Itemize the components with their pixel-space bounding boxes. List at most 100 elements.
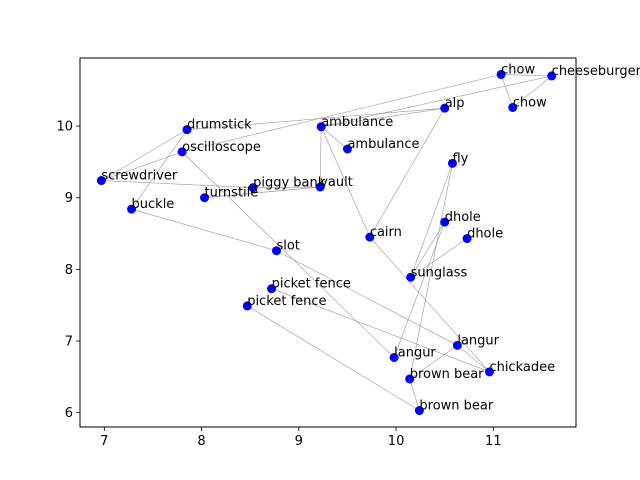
data-point <box>414 406 424 416</box>
point-label: langur <box>394 345 436 360</box>
point-label: brown bear <box>410 367 484 382</box>
data-point <box>96 176 106 186</box>
edge-line <box>500 74 514 108</box>
point-label: drumstick <box>187 118 252 133</box>
data-point <box>496 69 506 79</box>
edge-line <box>101 180 254 188</box>
edge-line <box>101 151 183 181</box>
edge-line <box>182 74 502 153</box>
edge-line <box>369 236 490 373</box>
x-tick-label: 10 <box>388 434 405 449</box>
point-label: dhole <box>467 227 503 242</box>
edge-line <box>457 345 490 373</box>
point-label: cheeseburger <box>552 64 640 79</box>
edge-line <box>276 250 458 346</box>
x-tick-label: 8 <box>197 434 205 449</box>
point-label: screwdriver <box>101 169 178 184</box>
data-point <box>127 204 137 214</box>
edge-line <box>204 186 321 199</box>
edge-line <box>321 107 445 128</box>
point-label: buckle <box>132 197 175 212</box>
point-label: chow <box>501 62 535 77</box>
point-label: picket fence <box>272 277 351 292</box>
point-label: picket fence <box>247 294 326 309</box>
point-label: chickadee <box>489 360 555 375</box>
label-layer: chow cheeseburger chow alp drumstick ambulanc… <box>101 62 640 413</box>
x-tick-label: 9 <box>295 434 303 449</box>
y-tick-label: 10 <box>56 120 73 135</box>
data-point <box>271 246 281 256</box>
data-point <box>177 147 187 157</box>
axes-frame <box>79 57 577 428</box>
point-label: langur <box>457 333 499 348</box>
data-point <box>267 284 277 294</box>
edge-line <box>271 288 490 373</box>
point-label: oscilloscope <box>182 140 261 155</box>
point-label: turnstile <box>204 186 258 201</box>
y-tick-label: 7 <box>65 335 73 350</box>
edge-line <box>131 129 188 210</box>
data-point <box>452 340 462 350</box>
point-label: brown bear <box>419 399 493 414</box>
point-label: vault <box>320 175 353 190</box>
edge-line <box>247 305 420 411</box>
point-label: chow <box>513 95 547 110</box>
data-point <box>440 103 450 113</box>
data-point <box>182 125 192 135</box>
data-point <box>440 217 450 227</box>
edge-line <box>410 163 453 278</box>
edge-line <box>186 107 445 130</box>
x-tick-label: 11 <box>485 434 502 449</box>
y-tick-label: 6 <box>65 406 73 421</box>
data-point <box>199 193 209 203</box>
data-point <box>389 352 399 362</box>
edge-line <box>393 221 445 358</box>
edge-layer <box>101 74 552 411</box>
edge-line <box>101 129 188 181</box>
point-label: piggy bank <box>253 176 326 191</box>
edge-line <box>319 126 322 187</box>
data-point <box>447 158 457 168</box>
point-label: sunglass <box>411 265 468 280</box>
data-point <box>484 367 494 377</box>
point-label: slot <box>276 239 299 254</box>
y-tick-label: 9 <box>65 191 73 206</box>
edge-line <box>501 74 552 77</box>
point-label: fly <box>452 151 468 166</box>
edge-line <box>410 221 445 278</box>
data-point <box>248 183 258 193</box>
edge-line <box>409 345 458 380</box>
point-label: cairn <box>370 225 402 240</box>
data-point <box>365 232 375 242</box>
data-point <box>405 374 415 384</box>
edge-line <box>410 238 468 278</box>
data-point <box>406 272 416 282</box>
point-label: ambulance <box>347 137 419 152</box>
data-point <box>508 102 518 112</box>
y-axis: 6 7 8 9 10 <box>56 120 80 421</box>
point-label: ambulance <box>321 115 393 130</box>
data-point <box>462 234 472 244</box>
x-tick-label: 7 <box>100 434 108 449</box>
point-label: alp <box>445 96 465 111</box>
edge-line <box>320 126 371 238</box>
data-point <box>342 144 352 154</box>
x-axis: 7 8 9 10 11 <box>100 427 502 449</box>
data-point <box>315 182 325 192</box>
data-point <box>316 122 326 132</box>
edge-line <box>131 208 277 252</box>
point-layer <box>96 69 557 416</box>
edge-line <box>409 163 453 380</box>
edge-line <box>369 108 445 238</box>
edge-line <box>409 378 420 411</box>
data-point <box>242 301 252 311</box>
y-tick-label: 8 <box>65 263 73 278</box>
point-label: dhole <box>445 210 481 225</box>
edge-line <box>320 126 348 150</box>
edge-line <box>253 186 321 188</box>
data-point <box>547 71 557 81</box>
edge-line <box>512 75 552 108</box>
edge-line <box>321 75 552 128</box>
